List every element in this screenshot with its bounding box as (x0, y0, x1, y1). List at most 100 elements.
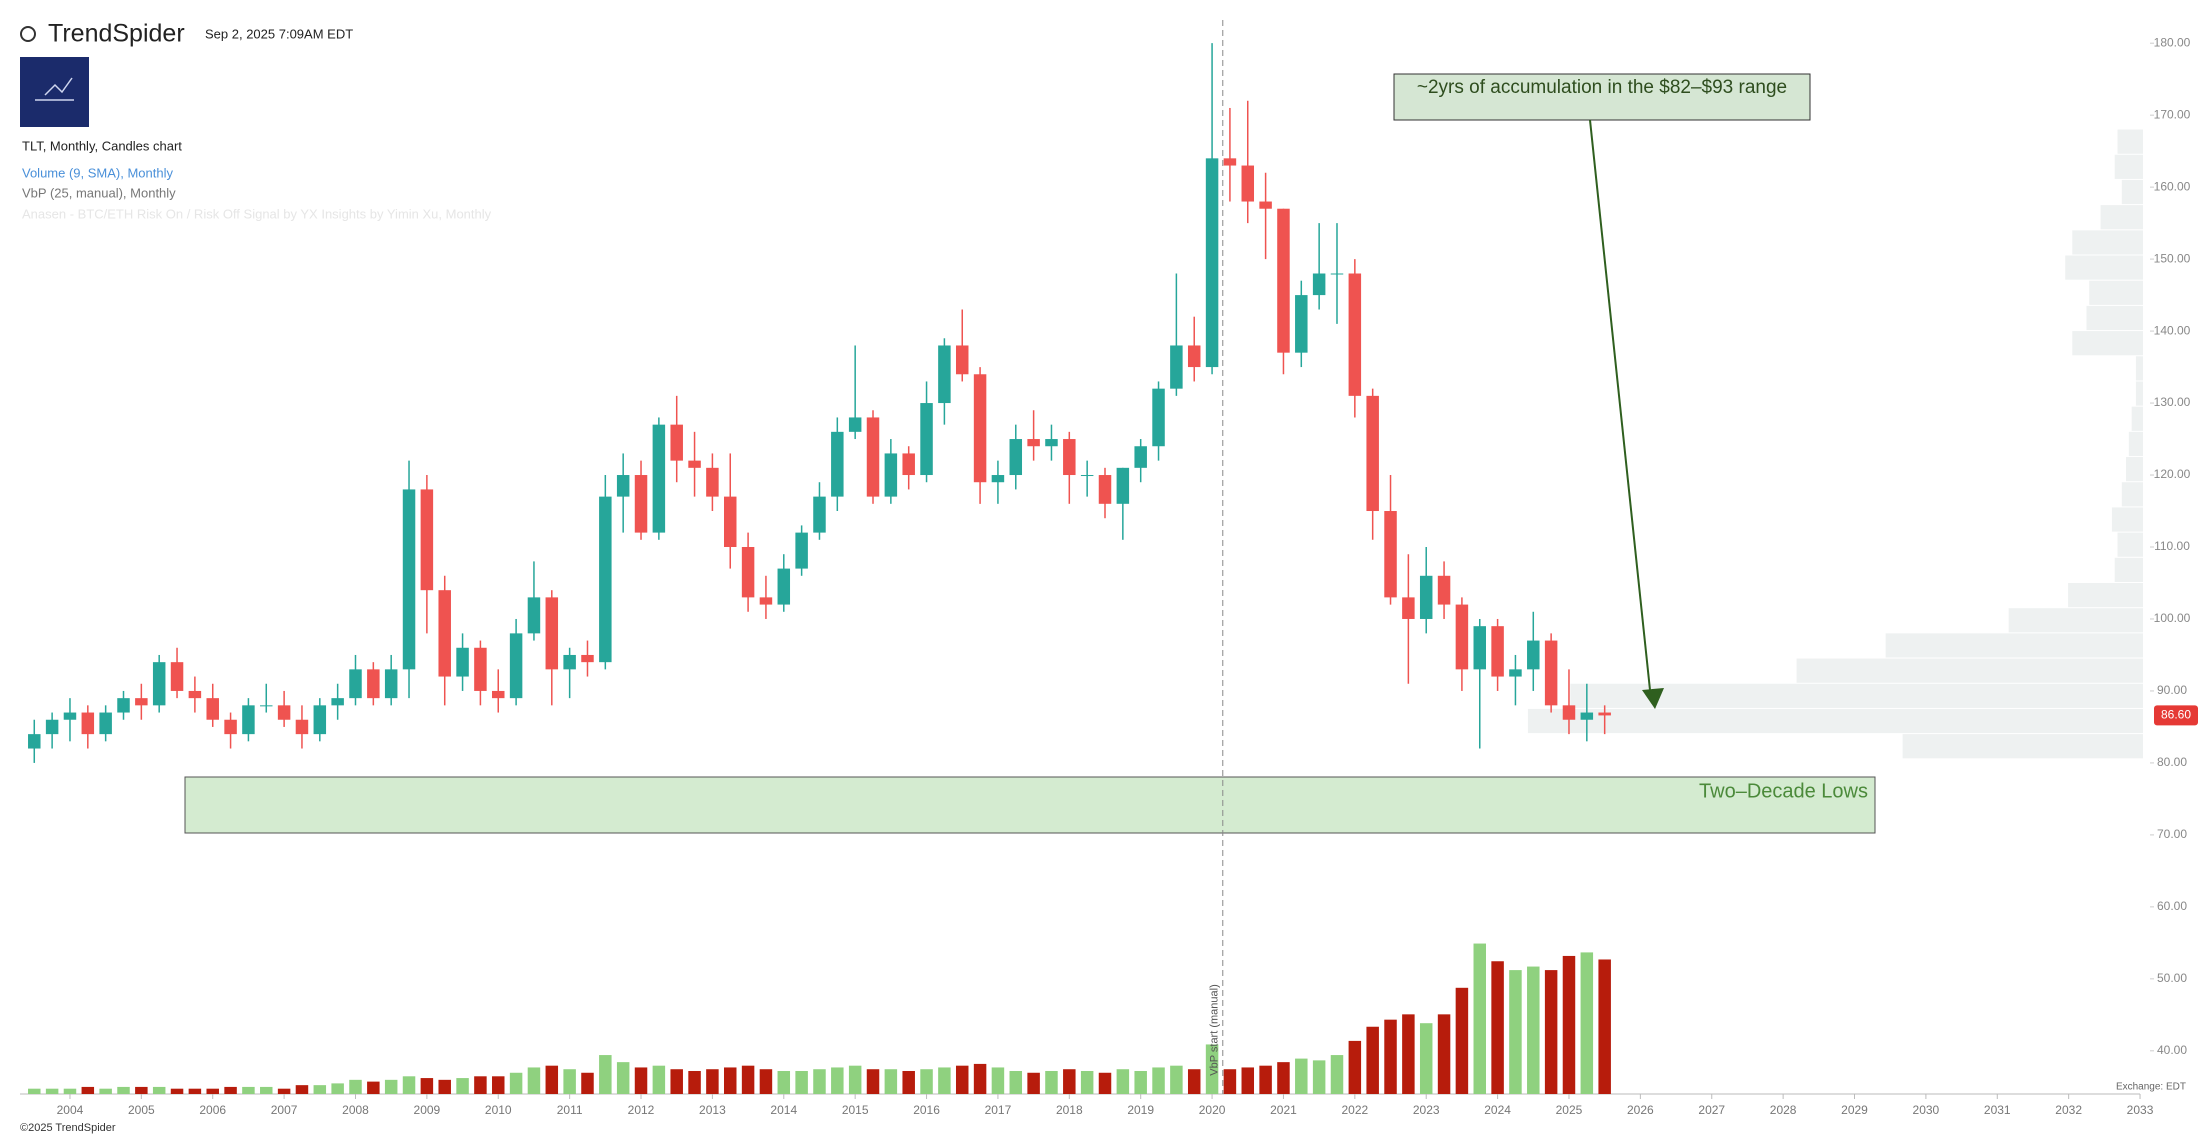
candle-body (1348, 273, 1362, 396)
candle-body (438, 590, 451, 677)
x-tick-label: 2005 (128, 1103, 155, 1117)
volume-bar (1187, 1069, 1201, 1094)
candle-body (1366, 395, 1379, 512)
candle-body (955, 345, 969, 375)
candle-body (848, 417, 862, 432)
volume-bar (1580, 952, 1594, 1094)
volume-bar (848, 1065, 862, 1094)
volume-bar (1473, 943, 1486, 1094)
candle-body (1098, 475, 1112, 504)
vbp-bar (2114, 154, 2143, 179)
candle-body (188, 690, 202, 699)
x-tick-label: 2012 (628, 1103, 655, 1117)
volume-bar (581, 1072, 594, 1094)
volume-bar (1170, 1065, 1183, 1094)
x-tick-label: 2020 (1199, 1103, 1226, 1117)
candle-body (902, 453, 915, 476)
candle-body (866, 417, 880, 497)
volume-bar (938, 1067, 951, 1094)
volume-bar (1152, 1067, 1165, 1094)
x-tick-label: 2008 (342, 1103, 369, 1117)
annotation-arrow (1589, 119, 1651, 691)
candle-body (1080, 475, 1094, 477)
volume-bar (28, 1088, 41, 1094)
y-tick-label: 50.00 (2157, 971, 2187, 985)
vbp-bar (2068, 582, 2143, 608)
candle-body (1580, 712, 1594, 720)
axis-layer: 2004 2005 2006 2007 2008 2009 2010 2011 2012 2013… (20, 35, 2191, 1117)
y-tick-label: 120.00 (2154, 467, 2191, 481)
candle-body (1152, 388, 1165, 447)
volume-bar (1080, 1070, 1094, 1094)
x-tick-label: 2027 (1698, 1103, 1725, 1117)
vbp-start-label: VbP start (manual) (1209, 984, 1221, 1076)
candle-body (1045, 439, 1058, 447)
indicator-vbp: VbP (25, manual), Monthly (22, 185, 176, 200)
volume-bar (688, 1070, 701, 1094)
y-tick-label: 80.00 (2157, 755, 2187, 769)
volume-bar (135, 1086, 148, 1094)
indicator-signal: Anasen - BTC/ETH Risk On / Risk Off Sign… (22, 206, 492, 221)
volume-bar (634, 1067, 648, 1094)
candle-body (973, 374, 987, 483)
volume-bar (1455, 987, 1469, 1094)
vbp-bar (2131, 406, 2143, 431)
candle-body (152, 662, 166, 706)
candle-body (1419, 575, 1433, 619)
logo-icon (20, 57, 89, 127)
candle-body (581, 654, 594, 663)
volume-bar (831, 1067, 844, 1094)
volume-bar (777, 1070, 791, 1094)
candle-body (224, 719, 237, 735)
chart-label: TLT, Monthly, Candles chart (22, 138, 182, 153)
volume-bar (509, 1072, 523, 1094)
volume-bar (599, 1055, 612, 1094)
candle-body (1544, 640, 1558, 706)
accumulation-box (1393, 73, 1811, 121)
x-tick-label: 2026 (1627, 1103, 1654, 1117)
candle-body (634, 475, 648, 533)
vbp-bar (2008, 608, 2143, 633)
volume-bar (527, 1067, 541, 1094)
candle-body (616, 475, 630, 497)
y-tick-label: 170.00 (2154, 107, 2191, 121)
volume-bar (117, 1086, 130, 1094)
y-tick-label: 90.00 (2157, 683, 2187, 697)
volume-bar (1312, 1060, 1326, 1094)
candle-body (456, 647, 469, 677)
vbp-bar (2065, 255, 2143, 280)
candle-body (28, 734, 41, 749)
volume-bar (902, 1070, 915, 1094)
x-tick-label: 2009 (414, 1103, 441, 1117)
volume-bar (313, 1085, 327, 1094)
candle-body (1116, 467, 1130, 504)
volume-bar (260, 1086, 273, 1094)
volume-bar (99, 1088, 112, 1094)
volume-bar (277, 1088, 291, 1094)
candle-body (384, 669, 398, 699)
candle-body (1491, 626, 1504, 677)
vbp-layer (1527, 129, 2143, 759)
candle-body (1259, 201, 1272, 209)
volume-bar (152, 1086, 166, 1094)
vbp-bar (1885, 633, 2143, 658)
volume-bar (1491, 961, 1504, 1094)
candle-body (777, 568, 791, 605)
candle-body (45, 719, 59, 735)
x-tick-label: 2031 (1984, 1103, 2011, 1117)
volume-bar (474, 1076, 487, 1094)
candle-body (884, 453, 898, 497)
y-tick-label: 140.00 (2154, 323, 2191, 337)
volume-bar (991, 1067, 1005, 1094)
candle-body (1170, 345, 1183, 389)
volume-bar (1598, 959, 1611, 1094)
volume-bar (492, 1076, 505, 1094)
y-tick-label: 40.00 (2157, 1043, 2187, 1057)
vbp-bar (2117, 532, 2143, 557)
candle-body (295, 719, 309, 735)
candle-body (206, 698, 219, 720)
volume-layer (28, 943, 1611, 1094)
candle-body (81, 712, 95, 735)
x-tick-label: 2015 (842, 1103, 869, 1117)
volume-bar (1509, 970, 1522, 1094)
